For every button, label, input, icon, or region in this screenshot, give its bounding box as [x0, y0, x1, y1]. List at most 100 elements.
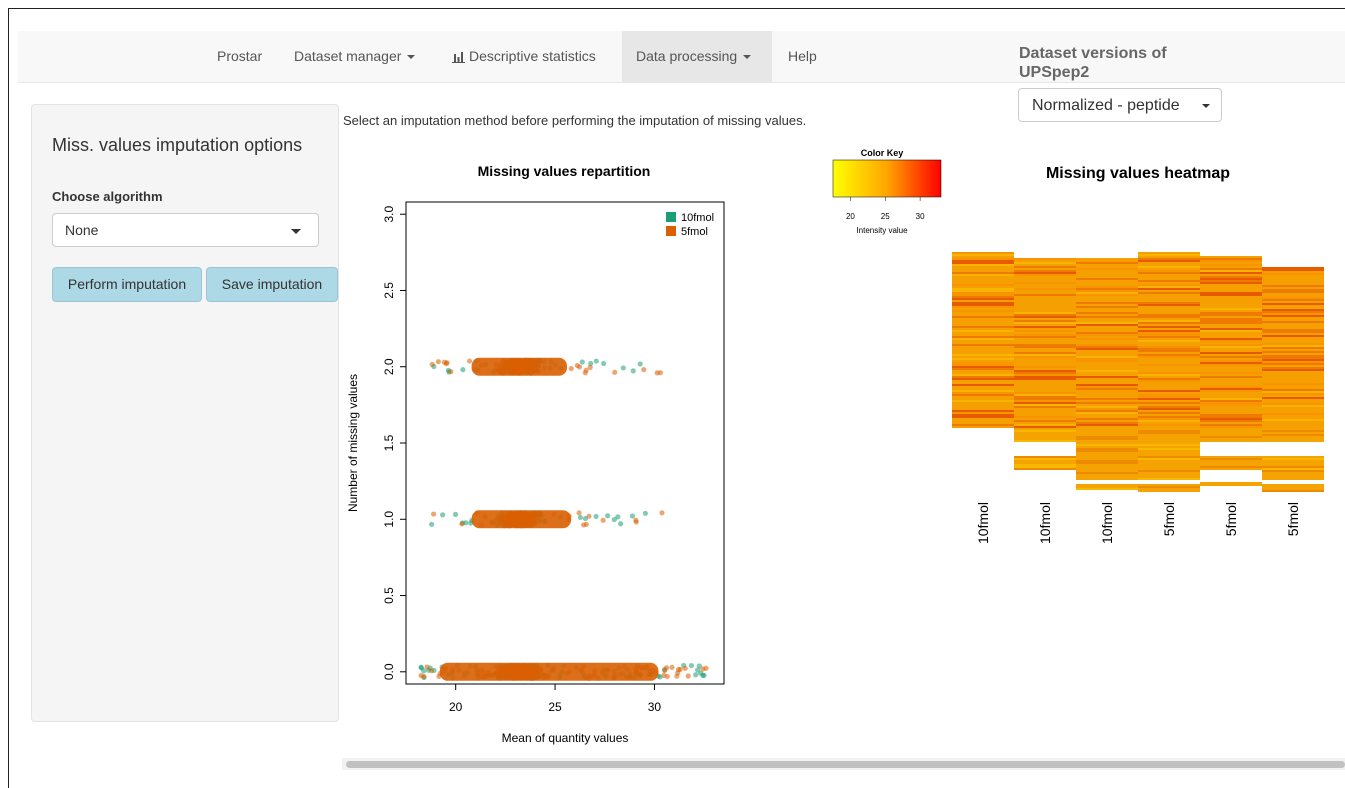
heatmap-cell [1200, 484, 1262, 486]
heatmap-cell [1076, 268, 1138, 270]
perform-imputation-button[interactable]: Perform imputation [52, 267, 202, 302]
heatmap-cell [1138, 420, 1200, 422]
heatmap-cell [1262, 275, 1324, 277]
heatmap-cell [1200, 436, 1262, 438]
heatmap-cell [1262, 401, 1324, 403]
algorithm-select[interactable]: None [52, 213, 319, 247]
heatmap-cell [1200, 370, 1262, 372]
scatter-point [577, 514, 584, 521]
heatmap-cell [952, 292, 1014, 294]
heatmap-cell [1014, 382, 1076, 384]
heatmap-cell [1014, 388, 1076, 390]
heatmap-cell [1138, 466, 1200, 468]
heatmap-cell [1014, 272, 1076, 274]
heatmap-cell [1138, 318, 1200, 320]
heatmap-cell [1262, 438, 1324, 440]
heatmap-cell [1014, 374, 1076, 376]
heatmap-cell [1076, 388, 1138, 390]
heatmap-cell [1138, 294, 1200, 296]
heatmap-cell [952, 310, 1014, 312]
heatmap-cell [1076, 282, 1138, 284]
heatmap-cell [1200, 428, 1262, 430]
heatmap-cell [1138, 440, 1200, 442]
heatmap-cell [1138, 428, 1200, 430]
nav-data-processing-label: Data processing [636, 48, 738, 64]
y-tick-label: 0.5 [382, 587, 396, 604]
heatmap-cell [1138, 328, 1200, 330]
heatmap-cell [1200, 292, 1262, 294]
heatmap-cell [952, 258, 1014, 260]
heatmap-cell [1262, 307, 1324, 309]
heatmap-cell [1014, 364, 1076, 366]
dataset-version-selected: Normalized - peptide [1032, 97, 1180, 114]
heatmap-cell [1138, 388, 1200, 390]
heatmap-cell [1200, 416, 1262, 418]
nav-help[interactable]: Help [788, 31, 817, 82]
save-imputation-button[interactable]: Save imputation [206, 267, 338, 302]
heatmap-cell [1014, 348, 1076, 350]
nav-descriptive-statistics[interactable]: Descriptive statistics [452, 31, 596, 82]
scatter-point [444, 360, 450, 366]
heatmap-cell [1076, 380, 1138, 382]
heatmap-cell [1200, 384, 1262, 386]
heatmap-cell [952, 320, 1014, 322]
scatter-point [587, 364, 593, 370]
horizontal-scrollbar[interactable] [342, 758, 1345, 770]
heatmap-cell [1200, 462, 1262, 464]
heatmap-cell [1138, 412, 1200, 414]
heatmap-cell [1138, 382, 1200, 384]
heatmap-cell [1014, 428, 1076, 430]
scatter-point [620, 365, 626, 371]
heatmap-cell [1200, 356, 1262, 358]
heatmap-cell [1138, 374, 1200, 376]
heatmap-cell [1138, 276, 1200, 278]
heatmap-cell [1076, 390, 1138, 392]
heatmap-cell [1200, 390, 1262, 392]
heatmap-cell [1200, 364, 1262, 366]
nav-prostar[interactable]: Prostar [217, 31, 262, 82]
scatter-point [429, 361, 435, 367]
scatter-point [428, 668, 435, 674]
scatter-plot-frame [405, 201, 725, 685]
scatter-xlabel: Mean of quantity values [502, 731, 629, 745]
heatmap-cell [1138, 406, 1200, 408]
scrollbar-thumb[interactable] [346, 761, 1345, 768]
heatmap-cell [1262, 476, 1324, 478]
heatmap-cell [952, 324, 1014, 326]
heatmap-cell [1200, 346, 1262, 348]
heatmap-cell [1014, 296, 1076, 298]
heatmap-cell [1262, 488, 1324, 490]
heatmap-cell [1076, 316, 1138, 318]
dataset-version-select[interactable]: Normalized - peptide [1018, 88, 1222, 122]
heatmap-cell [1076, 290, 1138, 292]
x-tick-label: 30 [648, 700, 662, 714]
heatmap-cell [1076, 284, 1138, 286]
heatmap-cell [1262, 421, 1324, 423]
heatmap-cell [952, 370, 1014, 372]
heatmap-cell [952, 330, 1014, 332]
heatmap-cell [952, 398, 1014, 400]
heatmap-cell [1200, 298, 1262, 300]
heatmap-cell [1138, 394, 1200, 396]
heatmap-cell [1138, 398, 1200, 400]
heatmap-cell [1262, 478, 1324, 480]
heatmap-cell [1138, 316, 1200, 318]
heatmap-cell [1014, 308, 1076, 310]
scatter-point [633, 517, 639, 523]
heatmap-cell [1138, 302, 1200, 304]
heatmap-cell [1138, 462, 1200, 464]
heatmap-cell [1014, 276, 1076, 278]
heatmap-cell [1200, 288, 1262, 290]
heatmap-cell [1014, 366, 1076, 368]
chevron-down-icon [291, 229, 301, 234]
nav-dataset-manager[interactable]: Dataset manager [294, 31, 416, 82]
heatmap-cell [1200, 398, 1262, 400]
heatmap-cell [1262, 381, 1324, 383]
heatmap-cell [1014, 328, 1076, 330]
heatmap-cell [1014, 342, 1076, 344]
heatmap-cell [1014, 468, 1076, 470]
nav-data-processing[interactable]: Data processing [622, 31, 772, 82]
heatmap-cell [1138, 330, 1200, 332]
heatmap-cell [1076, 374, 1138, 376]
heatmap-cell [1138, 264, 1200, 266]
